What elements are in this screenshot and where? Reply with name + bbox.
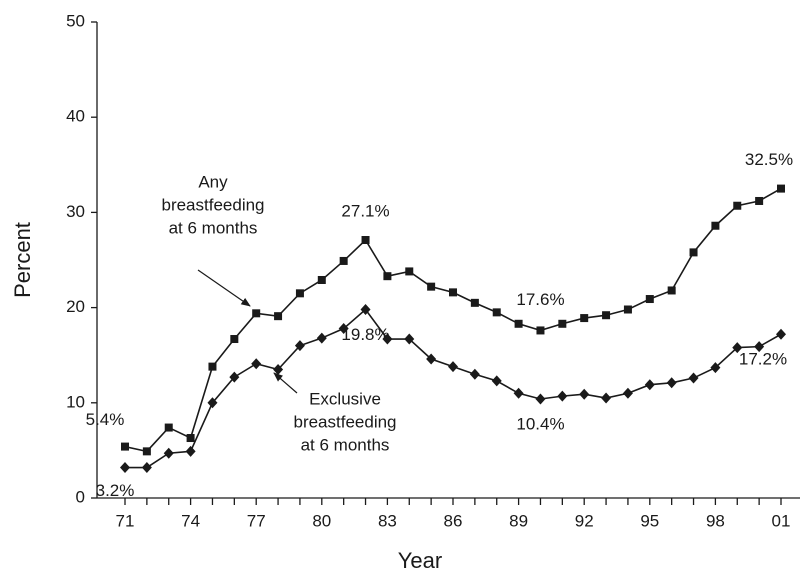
point (711, 221, 720, 230)
point (688, 372, 699, 384)
point (427, 282, 436, 291)
point (208, 362, 217, 371)
point (383, 272, 392, 281)
point (230, 335, 239, 344)
point (252, 309, 261, 318)
point (448, 361, 458, 373)
point (602, 311, 611, 320)
point (163, 447, 174, 459)
annotation: at 6 months (301, 435, 390, 454)
point (229, 371, 240, 383)
point (295, 289, 304, 298)
y-tick-label: 0 (76, 487, 85, 506)
point (405, 267, 414, 276)
point (470, 298, 479, 307)
point (557, 390, 568, 402)
point (579, 388, 590, 400)
point (536, 326, 545, 335)
point (623, 305, 632, 314)
annotation: at 6 months (169, 218, 258, 237)
point (622, 387, 633, 399)
point (491, 375, 502, 387)
point (207, 397, 218, 409)
x-tick-label: 80 (312, 511, 331, 530)
x-axis-label: Year (398, 548, 442, 573)
point (141, 462, 152, 474)
point (426, 353, 437, 365)
data-label: 10.4% (516, 414, 564, 433)
point (316, 332, 327, 344)
y-tick-label: 30 (66, 202, 85, 221)
data-label: 32.5% (745, 150, 793, 169)
annotation: Any (198, 172, 228, 191)
point (777, 184, 785, 193)
point (339, 256, 348, 265)
annotation: breastfeeding (293, 412, 396, 431)
y-tick-label: 20 (66, 297, 85, 316)
point (514, 319, 523, 328)
x-tick-label: 77 (247, 511, 266, 530)
point (492, 308, 501, 317)
point (274, 312, 283, 321)
x-tick-label: 95 (640, 511, 659, 530)
point (273, 363, 284, 375)
point (667, 286, 676, 295)
point (558, 319, 567, 328)
annotation: Exclusive (309, 389, 381, 408)
point (294, 340, 305, 352)
point (404, 333, 415, 345)
x-tick-label: 01 (772, 511, 791, 530)
x-tick-label: 71 (116, 511, 135, 530)
point (317, 275, 326, 284)
point (382, 333, 393, 345)
data-label: 3.2% (96, 481, 135, 500)
x-tick-label: 74 (181, 511, 200, 530)
x-tick-label: 92 (575, 511, 594, 530)
data-label: 19.8% (341, 325, 389, 344)
point (666, 377, 677, 389)
series-line (125, 308, 782, 469)
point (754, 341, 765, 353)
point (164, 423, 173, 432)
annotation: breastfeeding (161, 195, 264, 214)
y-tick-label: 50 (66, 11, 85, 30)
point (361, 236, 370, 245)
y-axis-label: Percent (10, 222, 35, 298)
point (186, 434, 195, 443)
annotation-arrow (197, 269, 251, 307)
point (644, 379, 655, 391)
point (732, 342, 743, 354)
point (755, 196, 764, 205)
point (251, 358, 262, 370)
point (449, 288, 457, 297)
point (120, 462, 130, 474)
point (121, 442, 129, 451)
point (338, 323, 349, 335)
point (535, 393, 546, 405)
data-label: 5.4% (86, 410, 125, 429)
point (185, 445, 196, 457)
point (360, 304, 371, 316)
x-tick-label: 89 (509, 511, 528, 530)
point (689, 248, 698, 257)
point (580, 314, 589, 323)
x-tick-label: 86 (444, 511, 463, 530)
point (513, 387, 524, 399)
point (645, 295, 654, 304)
point (776, 328, 786, 340)
annotation-arrow (273, 372, 298, 394)
data-label: 17.2% (739, 350, 787, 369)
point (733, 201, 742, 210)
point (710, 362, 721, 374)
y-tick-label: 10 (66, 392, 85, 411)
x-tick-label: 83 (378, 511, 397, 530)
point (142, 447, 151, 456)
point (601, 392, 612, 404)
y-tick-label: 40 (66, 107, 85, 126)
x-tick-label: 98 (706, 511, 725, 530)
data-label: 27.1% (341, 201, 389, 220)
point (469, 368, 480, 380)
data-label: 17.6% (516, 290, 564, 309)
